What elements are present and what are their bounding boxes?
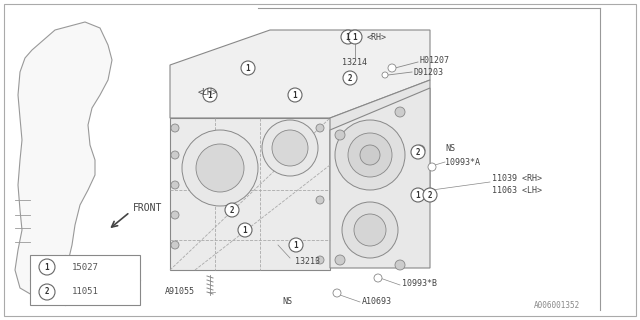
Polygon shape	[330, 80, 430, 200]
Text: 13213: 13213	[295, 258, 320, 267]
Circle shape	[225, 203, 239, 217]
Circle shape	[39, 284, 55, 300]
Circle shape	[335, 120, 405, 190]
Circle shape	[354, 214, 386, 246]
Text: D91203: D91203	[413, 68, 443, 76]
Circle shape	[415, 145, 425, 155]
Text: 11039 <RH>: 11039 <RH>	[492, 173, 542, 182]
Circle shape	[388, 64, 396, 72]
Text: 1: 1	[208, 91, 212, 100]
Circle shape	[423, 188, 437, 202]
Text: 15027: 15027	[72, 262, 99, 271]
Text: 1: 1	[246, 63, 250, 73]
Circle shape	[343, 71, 357, 85]
Circle shape	[411, 188, 425, 202]
Text: A10693: A10693	[362, 298, 392, 307]
Polygon shape	[330, 88, 430, 268]
Circle shape	[289, 238, 303, 252]
Text: NS: NS	[445, 143, 455, 153]
Text: NS: NS	[282, 298, 292, 307]
Bar	[30, 255, 140, 305]
Text: 1: 1	[243, 226, 247, 235]
Circle shape	[171, 151, 179, 159]
Circle shape	[335, 255, 345, 265]
Polygon shape	[170, 118, 330, 270]
Text: 10993*A: 10993*A	[445, 157, 480, 166]
Circle shape	[171, 124, 179, 132]
Text: 1: 1	[292, 91, 298, 100]
Polygon shape	[170, 30, 430, 118]
Circle shape	[171, 181, 179, 189]
Circle shape	[374, 274, 382, 282]
Text: 11051: 11051	[72, 287, 99, 297]
Circle shape	[182, 130, 258, 206]
Text: <RH>: <RH>	[367, 33, 387, 42]
Circle shape	[203, 88, 217, 102]
Circle shape	[272, 130, 308, 166]
Circle shape	[348, 133, 392, 177]
Circle shape	[238, 223, 252, 237]
Circle shape	[262, 120, 318, 176]
Circle shape	[171, 241, 179, 249]
Text: 13214: 13214	[342, 58, 367, 67]
Circle shape	[348, 30, 362, 44]
Text: 1: 1	[346, 33, 350, 42]
Text: 2: 2	[348, 74, 352, 83]
Text: <LH>: <LH>	[198, 87, 218, 97]
Circle shape	[341, 30, 355, 44]
Circle shape	[360, 145, 380, 165]
Circle shape	[316, 124, 324, 132]
Text: 1: 1	[294, 241, 298, 250]
Circle shape	[428, 163, 436, 171]
Circle shape	[316, 196, 324, 204]
Text: 2: 2	[45, 287, 49, 297]
Circle shape	[395, 260, 405, 270]
Text: A91055: A91055	[165, 287, 195, 297]
Text: 1: 1	[416, 190, 420, 199]
Text: 11063 <LH>: 11063 <LH>	[492, 186, 542, 195]
Text: A006001352: A006001352	[534, 301, 580, 310]
Text: 10993*B: 10993*B	[402, 278, 437, 287]
Text: FRONT: FRONT	[133, 203, 163, 213]
Circle shape	[335, 130, 345, 140]
Circle shape	[395, 107, 405, 117]
Circle shape	[316, 256, 324, 264]
Circle shape	[411, 145, 425, 159]
Text: H01207: H01207	[420, 55, 450, 65]
Circle shape	[382, 72, 388, 78]
Circle shape	[288, 88, 302, 102]
Circle shape	[241, 61, 255, 75]
Text: 2: 2	[416, 148, 420, 156]
Circle shape	[342, 202, 398, 258]
Text: 1: 1	[45, 262, 49, 271]
Circle shape	[333, 289, 341, 297]
Polygon shape	[15, 22, 112, 295]
Text: 2: 2	[230, 205, 234, 214]
Text: 2: 2	[428, 190, 432, 199]
Circle shape	[39, 259, 55, 275]
Text: 1: 1	[353, 33, 357, 42]
Circle shape	[196, 144, 244, 192]
Circle shape	[171, 211, 179, 219]
